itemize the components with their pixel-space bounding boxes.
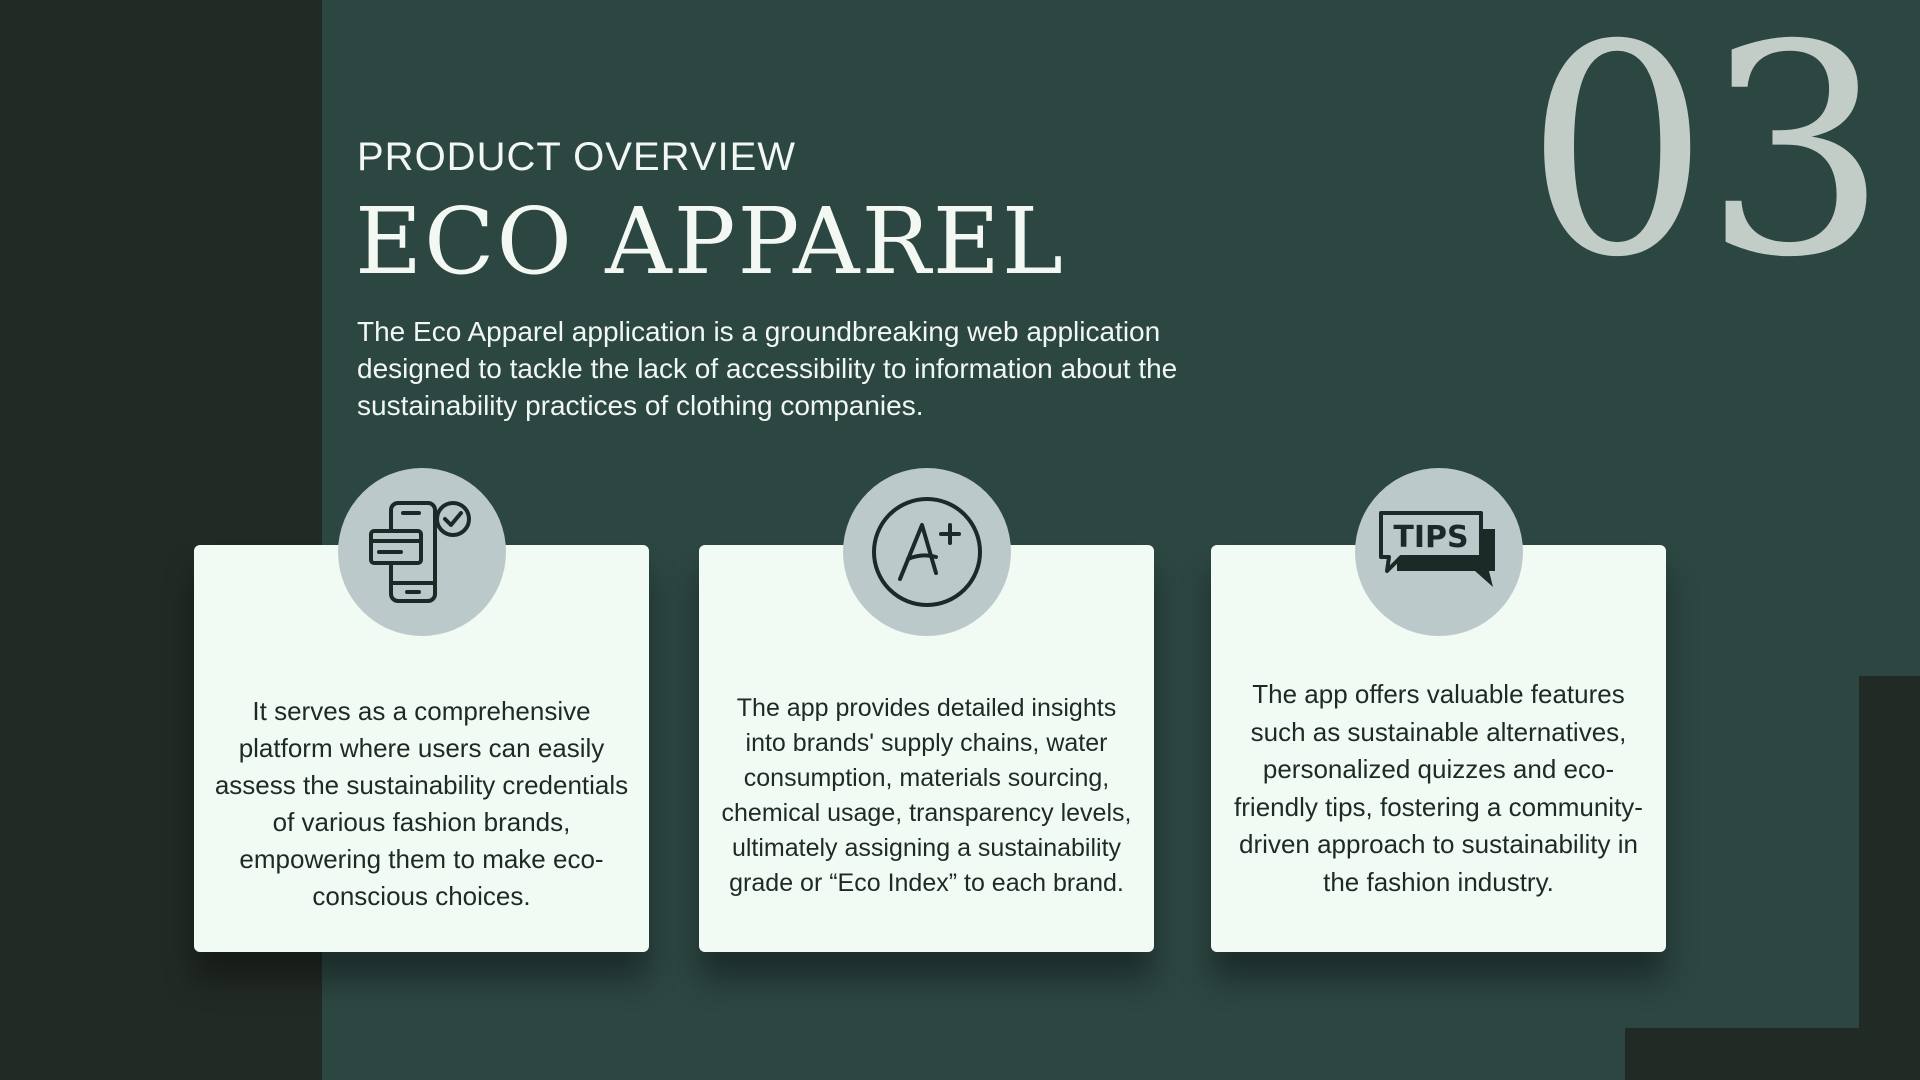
corner-block-bottom — [1625, 1028, 1920, 1080]
feature-card-text: The app offers valuable features such as… — [1234, 679, 1643, 897]
feature-card-text: The app provides detailed insights into … — [721, 694, 1132, 897]
feature-card-text: It serves as a comprehensive platform wh… — [214, 695, 629, 911]
page-title: ECO APPAREL — [355, 188, 1065, 295]
feature-card-3: The app offers valuable features such as… — [1211, 545, 1666, 952]
corner-block-right — [1859, 676, 1920, 1080]
section-eyebrow: PRODUCT OVERVIEW — [357, 135, 797, 179]
a-plus-grade-icon — [843, 468, 1011, 636]
slide-number: 03 — [1524, 0, 1888, 321]
mobile-payment-icon — [338, 468, 506, 636]
intro-paragraph: The Eco Apparel application is a groundb… — [357, 316, 1178, 421]
tips-label: TIPS — [1393, 520, 1468, 555]
tips-speech-bubble-icon: TIPS — [1355, 468, 1523, 636]
